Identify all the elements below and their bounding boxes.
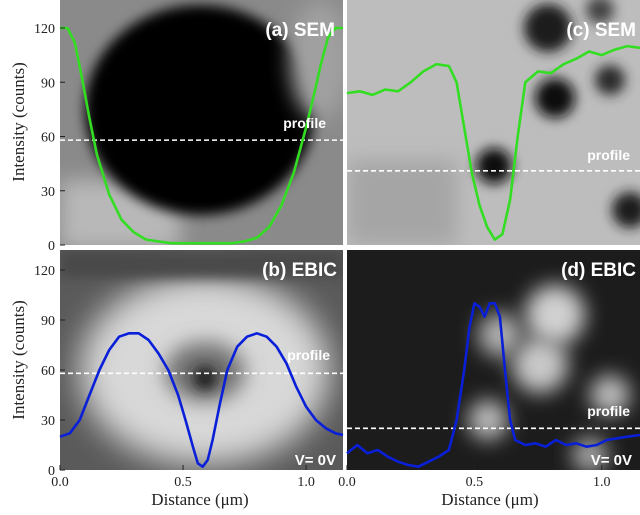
- panel-b-micrograph: [60, 250, 343, 470]
- series-line-c-0: [346, 44, 640, 241]
- voltage-label-b: V= 0V: [295, 452, 336, 469]
- panel-c-plot: (c) SEM profile: [346, 20, 640, 241]
- profile-label-c: profile: [587, 147, 630, 163]
- y-tick-label-a-3: 90: [41, 76, 55, 91]
- x-tick-label-d-0: 0.0: [338, 475, 356, 490]
- y-tick-label-a-0: 0: [48, 239, 55, 254]
- y-axis-title-bottom: Intensity (counts): [9, 300, 28, 419]
- panel-d-micrograph: [347, 250, 640, 470]
- panel-label-d: (d) EBIC: [561, 260, 636, 281]
- y-tick-label-b-2: 60: [41, 364, 55, 379]
- profile-label-d: profile: [587, 403, 630, 419]
- y-tick-label-b-0: 0: [48, 464, 55, 479]
- x-axis-title-left: Distance (μm): [151, 490, 248, 509]
- y-tick-label-b-1: 30: [41, 414, 55, 429]
- panel-d-ebic: (d) EBIC profile V= 0V 0.0 0.5 1.0: [338, 250, 640, 490]
- panel-d-plot: (d) EBIC profile V= 0V 0.0 0.5 1.0: [338, 260, 640, 490]
- panel-c-sem: (c) SEM profile: [346, 0, 640, 245]
- x-tick-label-b-2: 1.0: [297, 475, 315, 490]
- panel-label-c: (c) SEM: [566, 20, 636, 41]
- x-axis-title-right: Distance (μm): [441, 490, 538, 509]
- panel-label-b: (b) EBIC: [262, 260, 337, 281]
- x-tick-label-d-1: 0.5: [466, 475, 484, 490]
- profile-label-b: profile: [287, 347, 330, 363]
- panel-b-ebic: (b) EBIC profile V= 0V 0 30 60 90 120 0.0 0.5 1.0: [34, 250, 344, 490]
- panel-a-sem: (a) SEM profile 0 30 60 90 120: [34, 0, 343, 254]
- x-tick-label-b-0: 0.0: [51, 475, 69, 490]
- panel-a-plot: (a) SEM profile 0 30 60 90 120: [34, 20, 343, 254]
- y-tick-label-b-3: 90: [41, 314, 55, 329]
- panel-b-plot: (b) EBIC profile V= 0V 0 30 60 90 120 0.0 0.5 1.0: [34, 260, 344, 490]
- x-tick-label-d-2: 1.0: [593, 475, 611, 490]
- panel-c-micrograph: [347, 0, 640, 245]
- panel-label-a: (a) SEM: [265, 20, 335, 41]
- y-tick-label-a-1: 30: [41, 185, 55, 200]
- panel-a-micrograph: [60, 0, 343, 245]
- y-axis-title-top: Intensity (counts): [9, 62, 28, 181]
- x-tick-label-b-1: 0.5: [174, 475, 192, 490]
- y-tick-label-a-4: 120: [34, 22, 55, 37]
- profile-label-a: profile: [283, 115, 326, 131]
- series-line-d-0: [346, 302, 640, 468]
- y-tick-label-b-4: 120: [34, 264, 55, 279]
- series-line-a-0: [60, 26, 343, 245]
- voltage-label-d: V= 0V: [591, 452, 632, 469]
- y-tick-label-a-2: 60: [41, 131, 55, 146]
- series-line-b-0: [59, 332, 344, 468]
